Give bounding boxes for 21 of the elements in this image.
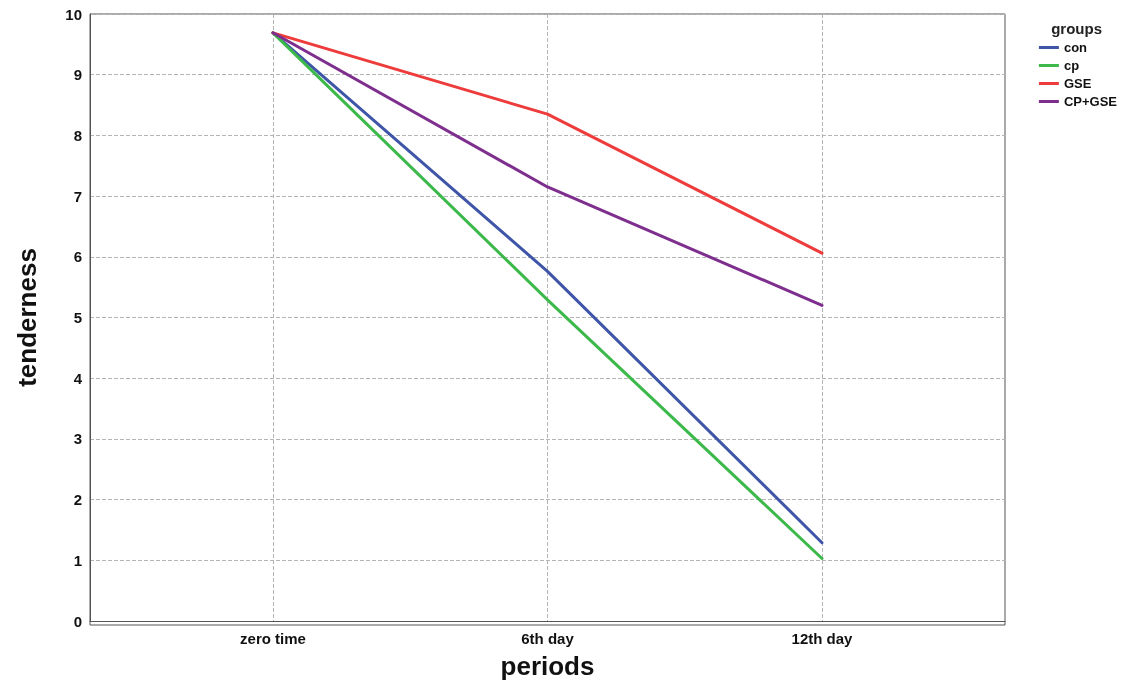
legend-label: CP+GSE [1063,94,1118,109]
y-tick-label: 4 [73,369,83,387]
legend-label: GSE [1063,76,1092,91]
x-tick-label: 6th day [521,630,575,647]
legend-label: cp [1063,58,1080,73]
y-axis-title: tenderness [12,248,42,387]
y-tick-label: 0 [73,612,82,630]
y-tick-label: 10 [65,5,82,23]
legend-title: groups [1051,20,1103,37]
y-tick-label: 9 [73,66,82,84]
x-tick-label: 12th day [791,630,854,647]
y-tick-label: 3 [73,430,82,448]
y-tick-label: 5 [73,309,82,326]
legend-label: con [1063,40,1088,55]
y-tick-label: 1 [73,551,82,569]
x-tick-label: zero time [240,630,306,647]
y-tick-label: 6 [73,248,82,266]
x-axis-title: periods [500,651,595,681]
y-tick-label: 2 [73,491,82,509]
y-tick-label: 8 [73,126,82,144]
y-tick-label: 7 [73,187,82,205]
